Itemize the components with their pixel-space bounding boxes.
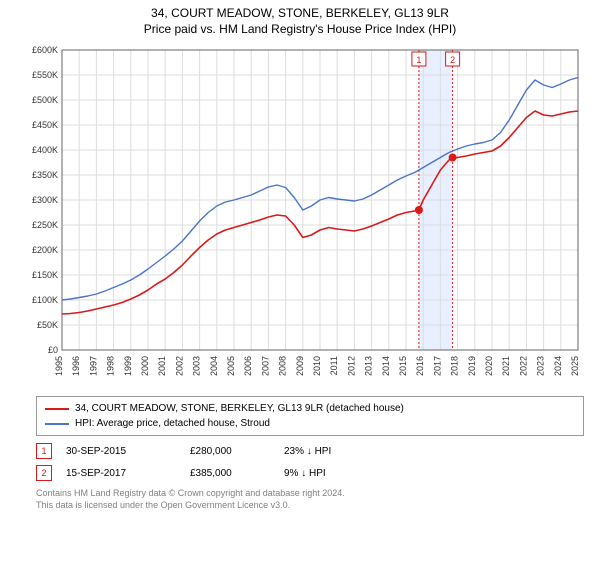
svg-text:£200K: £200K [32, 245, 58, 255]
svg-text:2013: 2013 [364, 356, 374, 376]
event-date: 15-SEP-2017 [66, 468, 176, 479]
svg-text:2022: 2022 [518, 356, 528, 376]
svg-text:£350K: £350K [32, 170, 58, 180]
svg-text:1996: 1996 [71, 356, 81, 376]
svg-text:£300K: £300K [32, 195, 58, 205]
svg-text:£550K: £550K [32, 70, 58, 80]
event-change: 23% ↓ HPI [284, 446, 364, 457]
svg-text:2012: 2012 [346, 356, 356, 376]
legend: 34, COURT MEADOW, STONE, BERKELEY, GL13 … [36, 396, 584, 436]
legend-label: 34, COURT MEADOW, STONE, BERKELEY, GL13 … [75, 401, 404, 416]
svg-text:2025: 2025 [570, 356, 580, 376]
chart-subtitle: Price paid vs. HM Land Registry's House … [0, 22, 600, 36]
event-price: £385,000 [190, 468, 270, 479]
svg-text:£100K: £100K [32, 295, 58, 305]
event-badge: 1 [36, 443, 52, 459]
event-date: 30-SEP-2015 [66, 446, 176, 457]
svg-text:£0: £0 [48, 345, 58, 355]
svg-text:2003: 2003 [192, 356, 202, 376]
svg-text:2024: 2024 [553, 356, 563, 376]
svg-text:2001: 2001 [157, 356, 167, 376]
svg-text:2023: 2023 [536, 356, 546, 376]
svg-text:2017: 2017 [432, 356, 442, 376]
svg-text:2010: 2010 [312, 356, 322, 376]
chart-area: £0 £50K £100K £150K £200K £250K £300K £350K £400… [12, 40, 588, 390]
event-badge: 2 [36, 465, 52, 481]
svg-text:2009: 2009 [295, 356, 305, 376]
svg-text:£250K: £250K [32, 220, 58, 230]
svg-text:2018: 2018 [450, 356, 460, 376]
svg-text:2002: 2002 [174, 356, 184, 376]
svg-text:2016: 2016 [415, 356, 425, 376]
svg-text:2011: 2011 [329, 356, 339, 375]
legend-row: 34, COURT MEADOW, STONE, BERKELEY, GL13 … [45, 401, 575, 416]
svg-text:2005: 2005 [226, 356, 236, 376]
svg-text:2004: 2004 [209, 356, 219, 376]
legend-swatch [45, 423, 69, 425]
footer-line1: Contains HM Land Registry data © Crown c… [36, 488, 584, 500]
footer-attribution: Contains HM Land Registry data © Crown c… [36, 488, 584, 511]
svg-text:2007: 2007 [260, 356, 270, 376]
svg-text:£600K: £600K [32, 45, 58, 55]
svg-text:2019: 2019 [467, 356, 477, 376]
event-change: 9% ↓ HPI [284, 468, 364, 479]
svg-text:2020: 2020 [484, 356, 494, 376]
event-price: £280,000 [190, 446, 270, 457]
svg-text:£450K: £450K [32, 120, 58, 130]
svg-text:2: 2 [450, 55, 455, 65]
footer-line2: This data is licensed under the Open Gov… [36, 500, 584, 512]
event-row: 2 15-SEP-2017 £385,000 9% ↓ HPI [36, 462, 584, 484]
svg-text:2006: 2006 [243, 356, 253, 376]
svg-text:1999: 1999 [123, 356, 133, 376]
svg-text:2008: 2008 [278, 356, 288, 376]
svg-text:2021: 2021 [501, 356, 511, 376]
svg-text:1995: 1995 [54, 356, 64, 376]
legend-row: HPI: Average price, detached house, Stro… [45, 416, 575, 431]
svg-text:2014: 2014 [381, 356, 391, 376]
svg-text:1: 1 [416, 55, 421, 65]
events-table: 1 30-SEP-2015 £280,000 23% ↓ HPI 2 15-SEP-201… [36, 440, 584, 484]
legend-swatch [45, 408, 69, 410]
svg-text:1998: 1998 [106, 356, 116, 376]
svg-text:£500K: £500K [32, 95, 58, 105]
event-row: 1 30-SEP-2015 £280,000 23% ↓ HPI [36, 440, 584, 462]
svg-text:2015: 2015 [398, 356, 408, 376]
chart-title: 34, COURT MEADOW, STONE, BERKELEY, GL13 … [0, 6, 600, 20]
svg-text:£400K: £400K [32, 145, 58, 155]
svg-text:1997: 1997 [88, 356, 98, 376]
legend-label: HPI: Average price, detached house, Stro… [75, 416, 270, 431]
svg-text:2000: 2000 [140, 356, 150, 376]
svg-text:£150K: £150K [32, 270, 58, 280]
svg-text:£50K: £50K [37, 320, 58, 330]
chart-svg: £0 £50K £100K £150K £200K £250K £300K £350K £400… [12, 40, 588, 390]
